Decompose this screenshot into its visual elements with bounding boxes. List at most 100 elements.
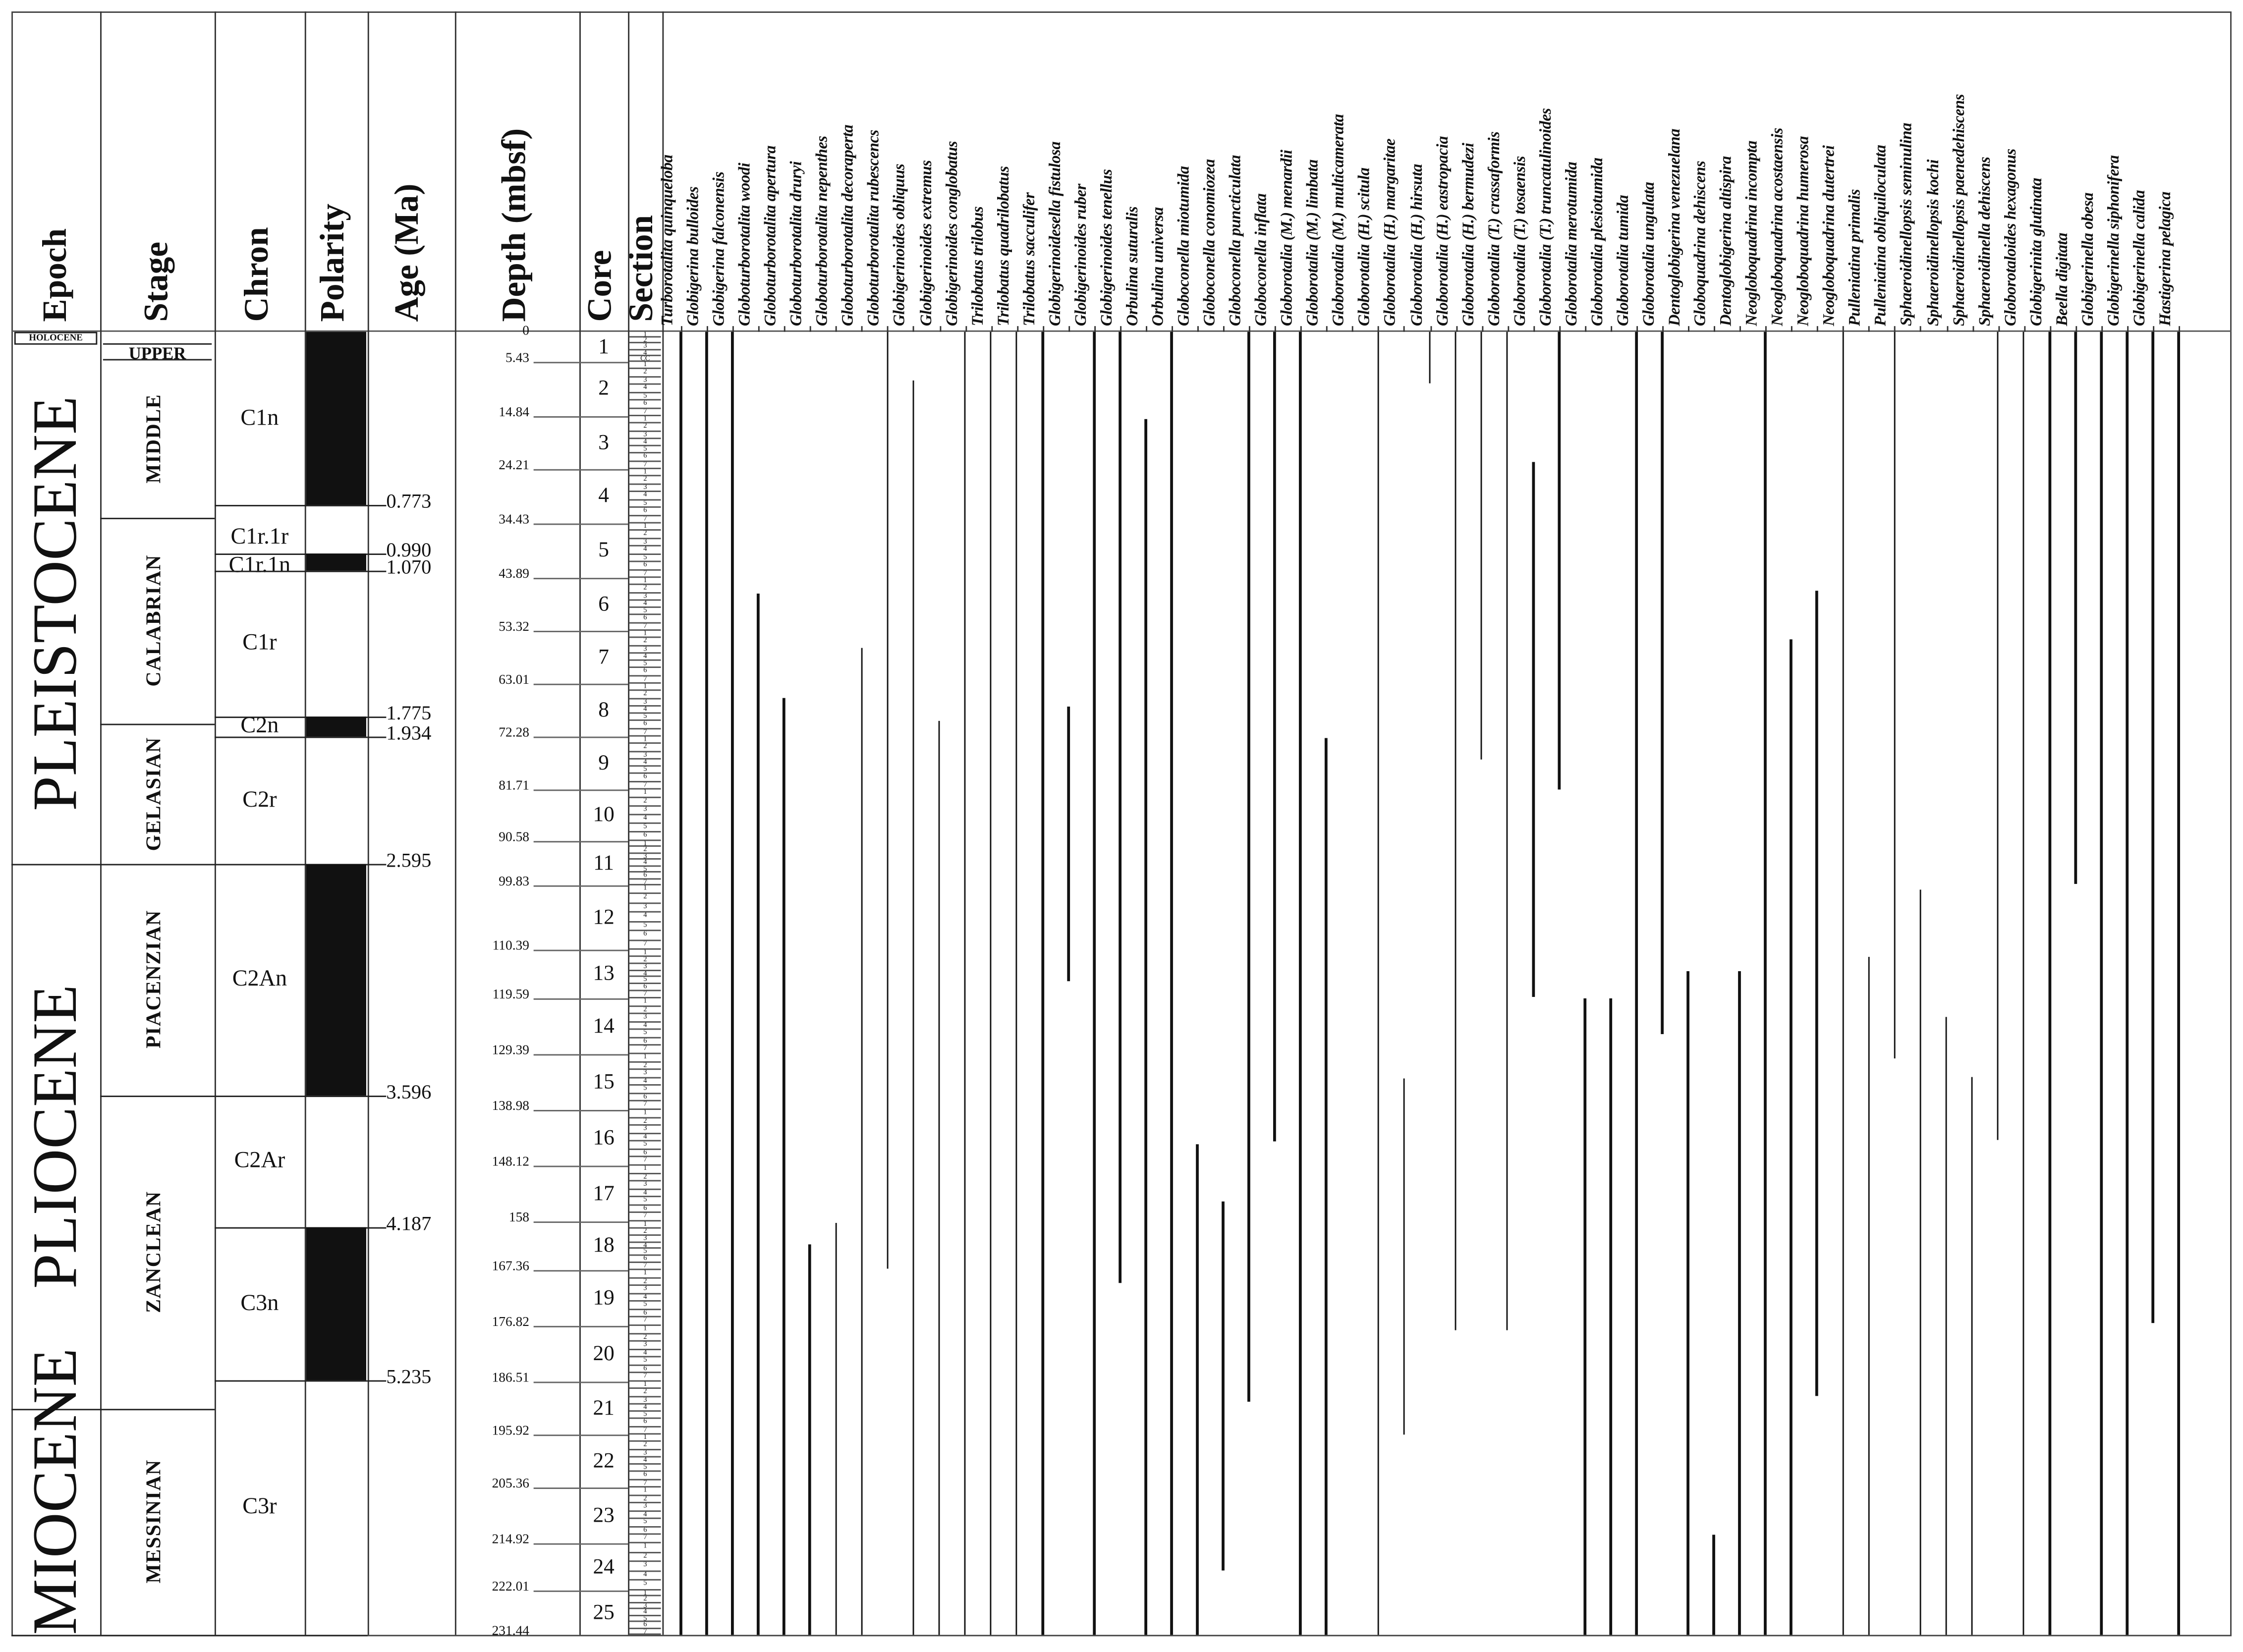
depth-label: 222.01: [492, 1580, 530, 1595]
species-range-bar: [1970, 1077, 1973, 1635]
species-range-bar: [705, 331, 708, 1635]
header-stage: Stage: [138, 241, 176, 322]
section-cell: 3: [629, 807, 661, 816]
species-label: Globigerinella calida: [2131, 190, 2149, 327]
section-cell: 3: [629, 431, 661, 439]
species-label: Pulleniatina obliquiloculata: [1873, 145, 1891, 327]
section-cell: 5: [629, 1412, 661, 1420]
section-cell: 2: [629, 1495, 661, 1504]
species-range-bar: [912, 380, 915, 1635]
core-number: 14: [593, 1015, 615, 1038]
section-cell: 4: [629, 1511, 661, 1520]
depth-label: 129.39: [492, 1044, 530, 1059]
section-cell: 3: [629, 646, 661, 654]
section-cell: 2: [629, 957, 661, 964]
section-cell: 7: [629, 516, 661, 524]
age-tick: [367, 864, 387, 866]
chron-label: C1r.1r: [230, 525, 289, 550]
section-cell: 4: [629, 1134, 661, 1142]
core-number: 13: [593, 962, 615, 986]
header-core: Core: [582, 250, 619, 322]
section-cell: 1: [629, 998, 661, 1006]
polarity-normal-block: [306, 1227, 366, 1380]
section-cell: 5: [629, 554, 661, 562]
species-label: Neogloboquadrina incompta: [1744, 140, 1761, 327]
depth-tick: [533, 1590, 628, 1592]
species-range-bar: [1377, 331, 1380, 1635]
depth-tick: [533, 789, 628, 791]
stage-label: ZANCLEAN: [143, 1191, 166, 1314]
core-number: 6: [598, 593, 609, 616]
species-range-bar: [886, 331, 889, 1269]
section-cell: 4: [629, 815, 661, 824]
core-number: 8: [598, 699, 609, 722]
column-divider: [662, 11, 664, 1635]
species-tick: [2023, 326, 2025, 332]
section-cell: 6: [629, 932, 661, 941]
species-label: Dentoglobigerina venezuelana: [1666, 128, 1684, 327]
epoch-boundary: [11, 1635, 101, 1637]
section-cell: 1: [629, 416, 661, 424]
section-cell: 1: [629, 1326, 661, 1334]
chart-frame: [11, 11, 2232, 1637]
depth-label: 148.12: [492, 1156, 530, 1170]
species-tick: [1068, 326, 1070, 332]
section-cell: 6: [629, 1473, 661, 1480]
epoch-label: MIOCENE: [20, 1348, 90, 1635]
section-cell: 5: [629, 824, 661, 833]
species-tick: [1714, 326, 1716, 332]
depth-label: 119.59: [492, 988, 530, 1003]
species-label: Globoturborotalita apertura: [763, 145, 780, 327]
epoch-holocene: HOLOCENE: [14, 331, 98, 345]
age-label: 3.596: [386, 1083, 432, 1104]
species-range-bar: [835, 1223, 837, 1635]
stage-boundary: [100, 864, 215, 866]
epoch-boundary: [11, 1409, 101, 1411]
section-cell: 2: [629, 744, 661, 752]
species-tick: [1868, 326, 1870, 332]
section-cell: 4: [629, 1350, 661, 1358]
species-tick: [1739, 326, 1741, 332]
section-cell: 2: [629, 847, 661, 854]
species-tick: [1430, 326, 1431, 332]
species-range-bar: [1686, 971, 1689, 1635]
section-cell: 4: [629, 971, 661, 978]
section-cell: 4: [629, 860, 661, 867]
section-cell: 4: [629, 601, 661, 608]
header-age: Age (Ma): [389, 183, 427, 322]
section-cell: 5: [629, 1302, 661, 1310]
depth-label: 231.44: [492, 1625, 530, 1640]
species-label: Globoturborotalita druryi: [788, 161, 806, 327]
chron-label: C1r: [242, 630, 277, 656]
species-label: Globorotalia tumida: [1615, 195, 1632, 327]
section-cell: 6: [629, 454, 661, 462]
section-cell: 7: [629, 1427, 661, 1435]
column-divider: [454, 11, 456, 1635]
depth-label: 176.82: [492, 1316, 530, 1330]
depth-tick: [533, 841, 628, 843]
polarity-normal-block: [306, 553, 366, 571]
section-cell: 1: [629, 1591, 661, 1597]
section-cell: 2: [629, 585, 661, 593]
stage-label: GELASIAN: [143, 736, 166, 851]
section-cell: 4: [629, 1572, 661, 1581]
species-range-bar: [1093, 331, 1095, 1635]
section-cell: 2: [629, 798, 661, 807]
section-cell: 1: [629, 332, 661, 338]
species-range-bar: [1119, 331, 1122, 1283]
chron-label: C2Ar: [234, 1148, 285, 1173]
species-tick: [1352, 326, 1354, 332]
section-cell: 1: [629, 1434, 661, 1442]
core-number: 22: [593, 1449, 615, 1473]
species-range-bar: [1867, 956, 1870, 1635]
species-label: Globigerinoidesella fistulosa: [1047, 141, 1064, 327]
species-range-bar: [1170, 331, 1173, 1635]
depth-tick: [533, 1434, 628, 1436]
section-cell: 7: [629, 1263, 661, 1270]
section-cell: 6: [629, 615, 661, 623]
species-label: Globoconella miotumida: [1176, 166, 1193, 327]
depth-label: 138.98: [492, 1100, 530, 1114]
age-tick: [367, 716, 387, 718]
section-cell: 3: [629, 1603, 661, 1610]
section-cell: 3: [629, 699, 661, 707]
